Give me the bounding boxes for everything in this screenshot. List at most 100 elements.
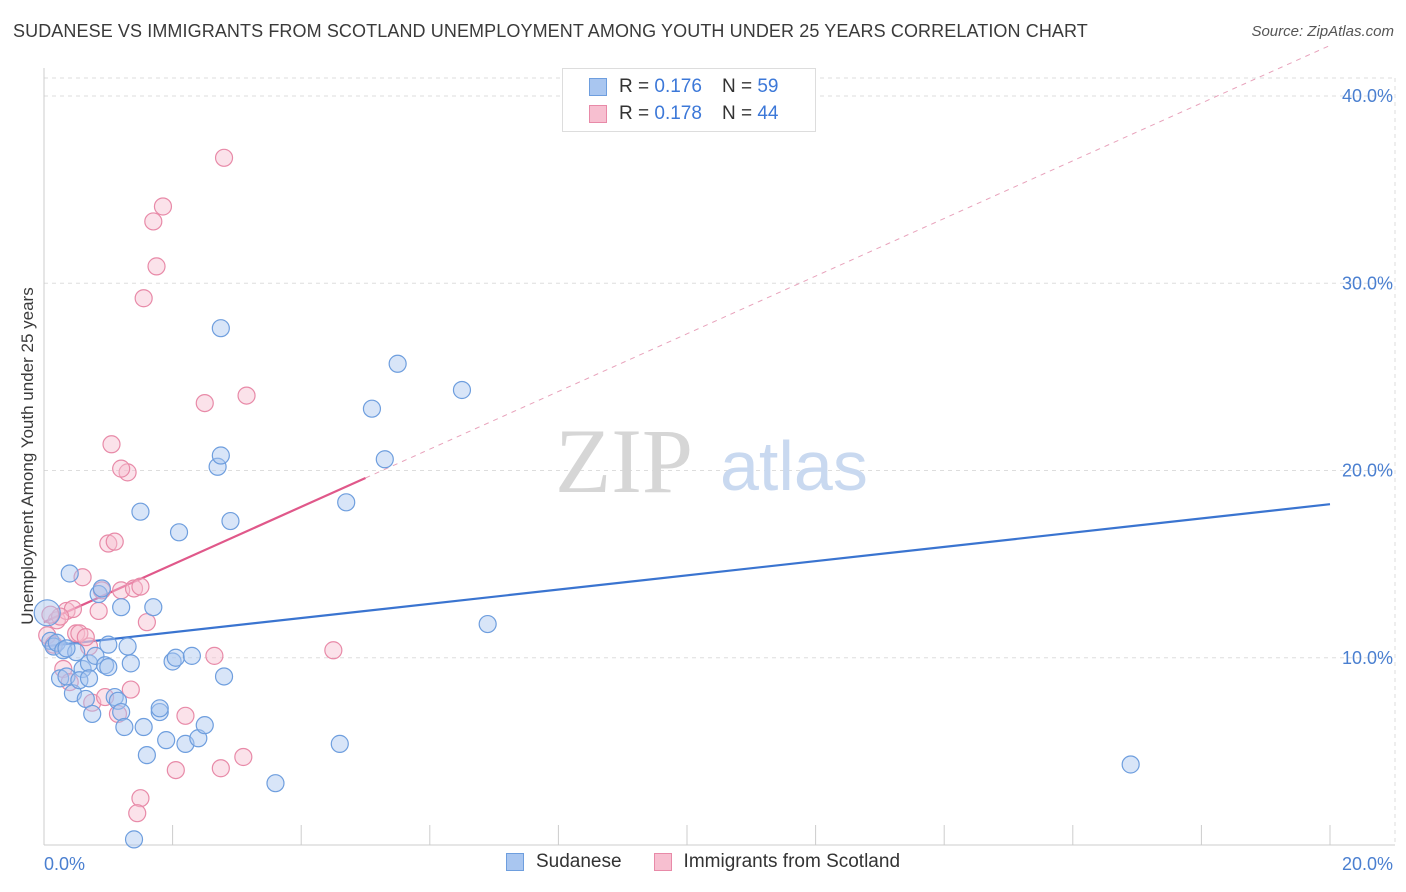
- point-sudanese: [33, 599, 61, 627]
- point-scotland: [205, 646, 224, 665]
- bottom-legend-label: Immigrants from Scotland: [683, 851, 901, 872]
- legend-swatch-blue: [589, 78, 607, 96]
- point-sudanese: [92, 579, 111, 598]
- point-scotland: [137, 613, 156, 632]
- point-scotland: [176, 706, 195, 725]
- legend-n-label: N =: [721, 76, 753, 97]
- point-scotland: [41, 605, 60, 624]
- point-scotland: [211, 759, 230, 778]
- point-sudanese: [115, 717, 134, 737]
- axes: [43, 68, 1395, 846]
- legend-n-label: N =: [721, 103, 753, 124]
- point-scotland: [102, 435, 121, 454]
- point-sudanese: [99, 635, 118, 654]
- bottom-legend-swatch-pink: [653, 853, 672, 871]
- legend-r-value: 0.176: [654, 76, 702, 97]
- bottom-legend-label: Sudanese: [535, 851, 622, 872]
- point-sudanese: [86, 646, 105, 665]
- trend-line-sudanese: [43, 503, 1331, 648]
- legend-row-sudanese: R = 0.176 N = 59: [589, 75, 778, 99]
- point-sudanese: [83, 704, 102, 724]
- point-sudanese: [134, 717, 153, 737]
- point-scotland: [38, 626, 57, 645]
- legend-n-value: 59: [757, 76, 779, 97]
- point-sudanese: [362, 399, 382, 418]
- point-sudanese: [137, 746, 156, 765]
- point-scotland: [214, 148, 234, 167]
- x-tick-label: 0.0%: [44, 854, 85, 874]
- point-sudanese: [1121, 755, 1140, 774]
- legend-r-value: 0.178: [654, 103, 702, 124]
- point-sudanese: [118, 637, 137, 656]
- watermark-zip: ZIP: [555, 410, 693, 512]
- point-sudanese: [214, 667, 234, 686]
- point-sudanese: [221, 511, 240, 531]
- point-sudanese: [50, 669, 70, 688]
- point-sudanese: [375, 450, 394, 469]
- point-sudanese: [182, 646, 201, 665]
- point-scotland: [128, 804, 147, 823]
- bottom-legend-sudanese[interactable]: Sudanese: [505, 851, 622, 873]
- point-scotland: [234, 747, 253, 767]
- point-sudanese: [169, 523, 189, 542]
- watermark-atlas: atlas: [720, 427, 868, 505]
- point-sudanese: [99, 658, 118, 677]
- point-scotland: [324, 641, 343, 660]
- point-sudanese: [478, 614, 497, 634]
- x-tick-label: 20.0%: [1342, 854, 1393, 874]
- point-scotland: [99, 534, 118, 553]
- point-sudanese: [166, 648, 185, 667]
- y-axis-title: Unemployment Among Youth under 25 years: [18, 287, 37, 624]
- point-sudanese: [150, 699, 169, 718]
- point-sudanese: [211, 446, 230, 465]
- legend-swatch-pink: [589, 105, 607, 123]
- point-sudanese: [60, 564, 79, 583]
- point-sudanese: [157, 731, 176, 750]
- point-sudanese: [47, 633, 66, 652]
- point-scotland: [166, 760, 185, 780]
- point-sudanese: [131, 502, 150, 521]
- trend-line-scotland-extension: [365, 44, 1331, 479]
- point-sudanese: [124, 830, 144, 849]
- point-sudanese: [211, 319, 230, 338]
- y-tick-label: 10.0%: [1342, 648, 1393, 668]
- point-sudanese: [208, 457, 227, 476]
- point-scotland: [134, 289, 153, 308]
- y-tick-label: 20.0%: [1342, 461, 1393, 481]
- point-sudanese: [76, 689, 95, 709]
- point-sudanese: [112, 702, 131, 722]
- point-sudanese: [337, 493, 356, 512]
- point-scotland: [112, 459, 131, 478]
- legend-row-scotland: R = 0.178 N = 44: [589, 102, 778, 126]
- point-sudanese: [67, 643, 86, 662]
- bottom-legend-swatch-blue: [505, 853, 524, 871]
- point-sudanese: [79, 654, 99, 673]
- point-scotland: [147, 257, 166, 276]
- y-tick-label: 40.0%: [1342, 86, 1393, 106]
- bottom-legend: Sudanese Immigrants from Scotland: [0, 851, 1406, 873]
- tick-labels: 10.0% 20.0% 30.0% 40.0% 0.0% 20.0%: [44, 86, 1393, 874]
- point-sudanese: [112, 598, 131, 617]
- point-sudanese: [266, 774, 285, 793]
- point-scotland: [144, 212, 163, 231]
- bottom-legend-scotland[interactable]: Immigrants from Scotland: [653, 851, 901, 873]
- point-scotland: [131, 789, 150, 808]
- point-sudanese: [108, 691, 128, 710]
- point-scotland: [131, 577, 150, 596]
- point-sudanese: [144, 598, 163, 617]
- point-sudanese: [57, 639, 76, 658]
- point-sudanese: [330, 734, 349, 753]
- point-scotland: [89, 601, 108, 621]
- point-sudanese: [95, 656, 115, 675]
- source-label: Source: ZipAtlas.com: [1251, 23, 1394, 40]
- chart-title: SUDANESE VS IMMIGRANTS FROM SCOTLAND UNE…: [13, 21, 1088, 41]
- legend-r-label: R =: [619, 76, 650, 97]
- trend-line-scotland: [43, 476, 366, 624]
- point-sudanese: [195, 716, 214, 735]
- point-scotland: [121, 680, 140, 699]
- point-scotland: [124, 579, 144, 598]
- trend-lines: [43, 44, 1331, 648]
- legend-n-value: 44: [757, 103, 779, 124]
- point-sudanese: [452, 380, 472, 400]
